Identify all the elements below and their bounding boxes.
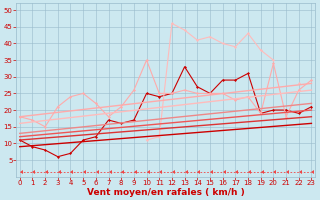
X-axis label: Vent moyen/en rafales ( km/h ): Vent moyen/en rafales ( km/h ): [87, 188, 244, 197]
